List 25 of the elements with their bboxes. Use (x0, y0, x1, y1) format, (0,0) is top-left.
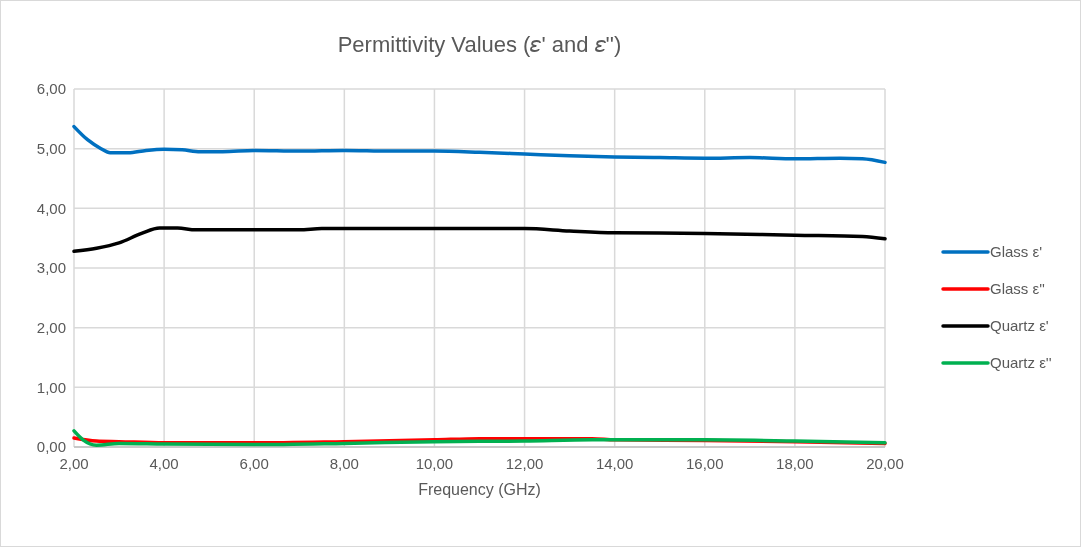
x-tick-label: 18,00 (776, 455, 814, 472)
legend-label: Glass ε'' (990, 280, 1046, 298)
y-tick-label: 2,00 (36, 318, 66, 336)
x-tick-label: 6,00 (239, 455, 269, 472)
x-tick-label: 8,00 (329, 455, 359, 472)
x-tick-label: 10,00 (415, 455, 454, 472)
x-tick-label: 12,00 (505, 455, 544, 472)
y-tick-label: 0,00 (36, 438, 66, 456)
x-tick-label: 14,00 (595, 455, 634, 472)
legend-label: Quartz ε'' (990, 354, 1052, 372)
x-tick-label: 16,00 (686, 455, 724, 472)
y-tick-label: 4,00 (36, 199, 66, 217)
y-tick-label: 1,00 (36, 378, 66, 396)
line-series (72, 124, 887, 165)
x-tick-label: 20,00 (866, 455, 904, 472)
chart-title: Permittivity Values (𝜀' and 𝜀'') (337, 32, 622, 57)
legend-label: Quartz ε' (990, 317, 1049, 335)
y-tick-label: 6,00 (36, 80, 66, 98)
x-tick-label: 2,00 (59, 455, 89, 472)
legend-label: Glass ε' (990, 243, 1043, 261)
line-series (72, 226, 887, 254)
x-tick-label: 4,00 (149, 455, 179, 472)
y-tick-label: 3,00 (36, 259, 66, 277)
x-axis-title: Frequency (GHz) (418, 481, 541, 498)
y-tick-label: 5,00 (36, 139, 66, 157)
